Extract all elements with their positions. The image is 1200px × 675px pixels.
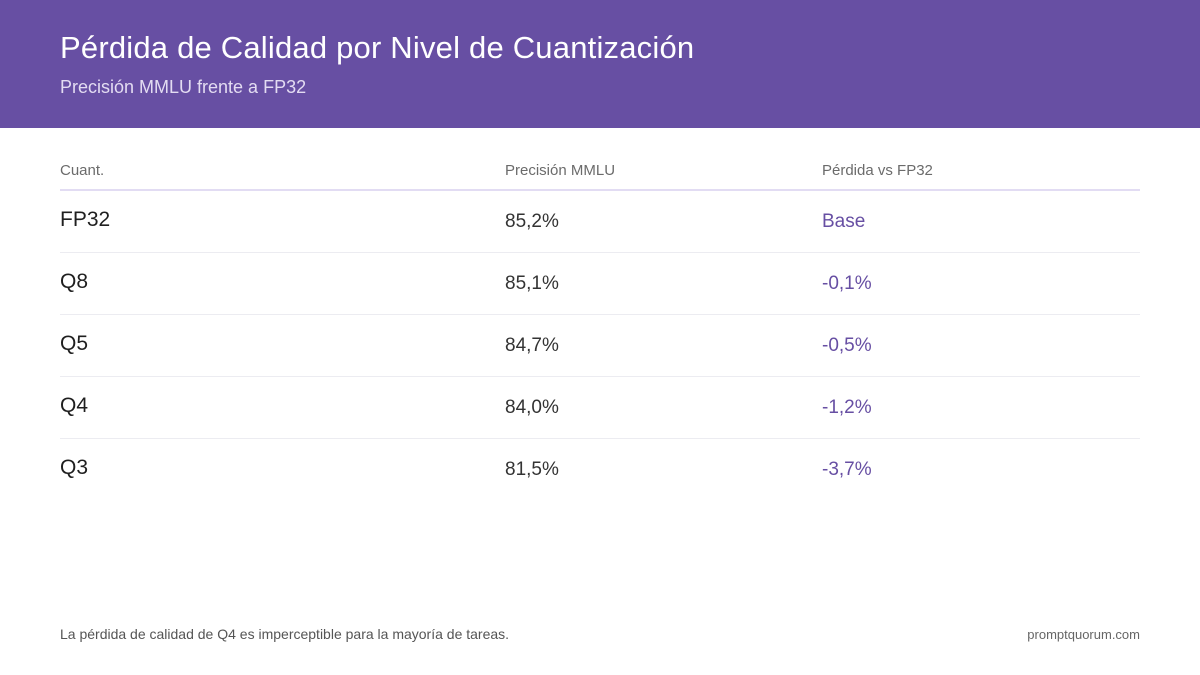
accuracy-cell: 85,2% bbox=[505, 211, 559, 232]
quant-cell: Q8 bbox=[60, 270, 89, 293]
quant-cell: Q4 bbox=[60, 394, 89, 417]
table-row: Q8 85,1% -0,1% bbox=[60, 253, 1140, 315]
footer-brand: promptquorum.com bbox=[1027, 627, 1140, 642]
accuracy-cell: 84,0% bbox=[505, 397, 559, 418]
loss-cell: Base bbox=[822, 211, 866, 232]
table-row: FP32 85,2% Base bbox=[60, 191, 1140, 253]
loss-cell: -0,5% bbox=[822, 335, 872, 356]
footer-note: La pérdida de calidad de Q4 es impercept… bbox=[60, 626, 510, 642]
accuracy-cell: 81,5% bbox=[505, 459, 559, 480]
column-header-quant: Cuant. bbox=[60, 162, 105, 179]
table-row: Q5 84,7% -0,5% bbox=[60, 315, 1140, 377]
loss-cell: -3,7% bbox=[822, 459, 872, 480]
table-header: Cuant. Precisión MMLU Pérdida vs FP32 bbox=[60, 150, 1140, 191]
accuracy-cell: 85,1% bbox=[505, 273, 559, 294]
page-subtitle: Precisión MMLU frente a FP32 bbox=[60, 77, 307, 97]
quant-cell: FP32 bbox=[60, 208, 111, 231]
table-row: Q3 81,5% -3,7% bbox=[60, 439, 1140, 501]
quant-cell: Q5 bbox=[60, 332, 89, 355]
header-banner: Pérdida de Calidad por Nivel de Cuantiza… bbox=[0, 0, 1200, 128]
column-header-accuracy: Precisión MMLU bbox=[505, 162, 616, 179]
loss-cell: -1,2% bbox=[822, 397, 872, 418]
loss-cell: -0,1% bbox=[822, 273, 872, 294]
table-row: Q4 84,0% -1,2% bbox=[60, 377, 1140, 439]
column-header-loss: Pérdida vs FP32 bbox=[822, 162, 933, 179]
page-title: Pérdida de Calidad por Nivel de Cuantiza… bbox=[60, 30, 695, 65]
quant-cell: Q3 bbox=[60, 456, 89, 479]
accuracy-cell: 84,7% bbox=[505, 335, 559, 356]
quantization-table: Cuant. Precisión MMLU Pérdida vs FP32 FP… bbox=[60, 150, 1140, 501]
